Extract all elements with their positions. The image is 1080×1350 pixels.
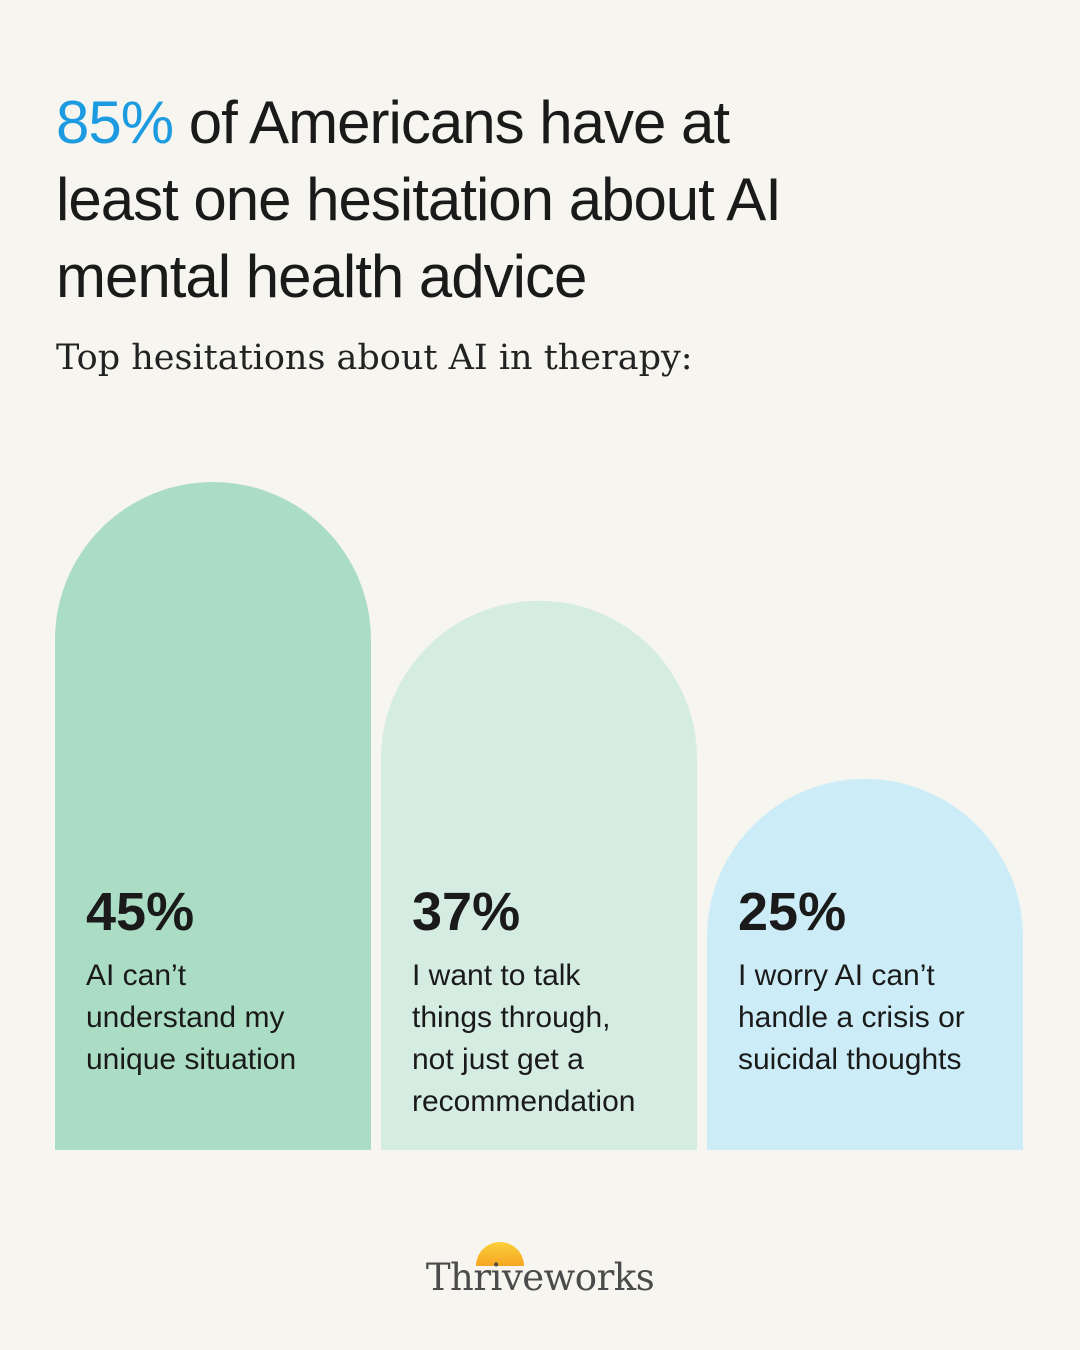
- thriveworks-logo: Thriveworks: [0, 1236, 1080, 1306]
- bar-2: [381, 600, 697, 1150]
- bar-value-label-3: 25%: [738, 882, 846, 942]
- headline-highlight: 85%: [56, 89, 174, 156]
- bar-category-label-3: I worry AI can’t handle a crisis or suicid…: [738, 959, 965, 1076]
- bar-3: [707, 778, 1023, 1150]
- bar-category-label-1: AI can’t understand my unique situation: [86, 959, 296, 1076]
- bar-value-label-1: 45%: [86, 882, 194, 942]
- bar-value-label-2: 37%: [412, 882, 520, 942]
- headline-line3: mental health advice: [56, 243, 587, 310]
- headline: 85% of Americans have at least one hesita…: [56, 84, 956, 315]
- headline-line1: of Americans have at: [173, 89, 730, 156]
- chart-subtitle: Top hesitations about AI in therapy:: [56, 338, 693, 378]
- logo-wordmark: Thriveworks: [425, 1256, 655, 1299]
- bar-1: [55, 482, 371, 1150]
- headline-line2: least one hesitation about AI: [56, 166, 782, 233]
- bar-category-label-2: I want to talk things through, not just ge…: [412, 959, 635, 1118]
